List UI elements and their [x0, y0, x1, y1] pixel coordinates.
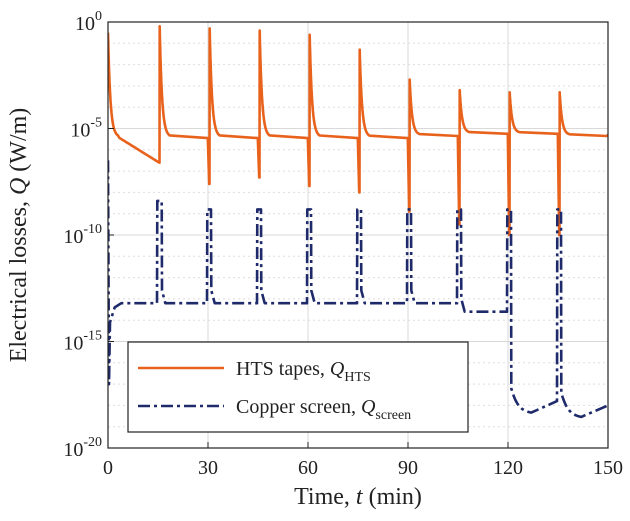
y-tick-label: 10-10 — [63, 222, 102, 248]
y-tick-label: 100 — [75, 9, 102, 35]
series-screen-line — [108, 160, 608, 419]
series-hts-line — [108, 25, 608, 237]
y-tick-label: 10-20 — [63, 435, 102, 461]
x-tick-label: 90 — [398, 457, 418, 479]
legend-box — [127, 341, 469, 433]
series-layer — [108, 25, 608, 419]
legend: HTS tapes, QHTS Copper screen, Qscreen — [127, 341, 469, 433]
x-tick-label: 30 — [198, 457, 218, 479]
y-axis-ticks: 10-20 10-15 10-10 10-5 100 — [63, 9, 114, 461]
x-tick-label: 150 — [593, 457, 623, 479]
x-tick-label: 0 — [103, 457, 113, 479]
x-axis-label: Time, t (min) — [294, 484, 422, 510]
legend-label-hts: HTS tapes, QHTS — [236, 358, 371, 385]
legend-label-screen: Copper screen, Qscreen — [236, 396, 411, 423]
x-tick-label: 120 — [493, 457, 523, 479]
y-tick-label: 10-15 — [63, 329, 102, 355]
y-axis-label: Electrical losses, Q (W/m) — [6, 108, 32, 363]
x-tick-label: 60 — [298, 457, 318, 479]
y-tick-label: 10-5 — [70, 116, 102, 142]
x-axis-ticks: 0 30 60 90 120 150 — [103, 442, 623, 479]
